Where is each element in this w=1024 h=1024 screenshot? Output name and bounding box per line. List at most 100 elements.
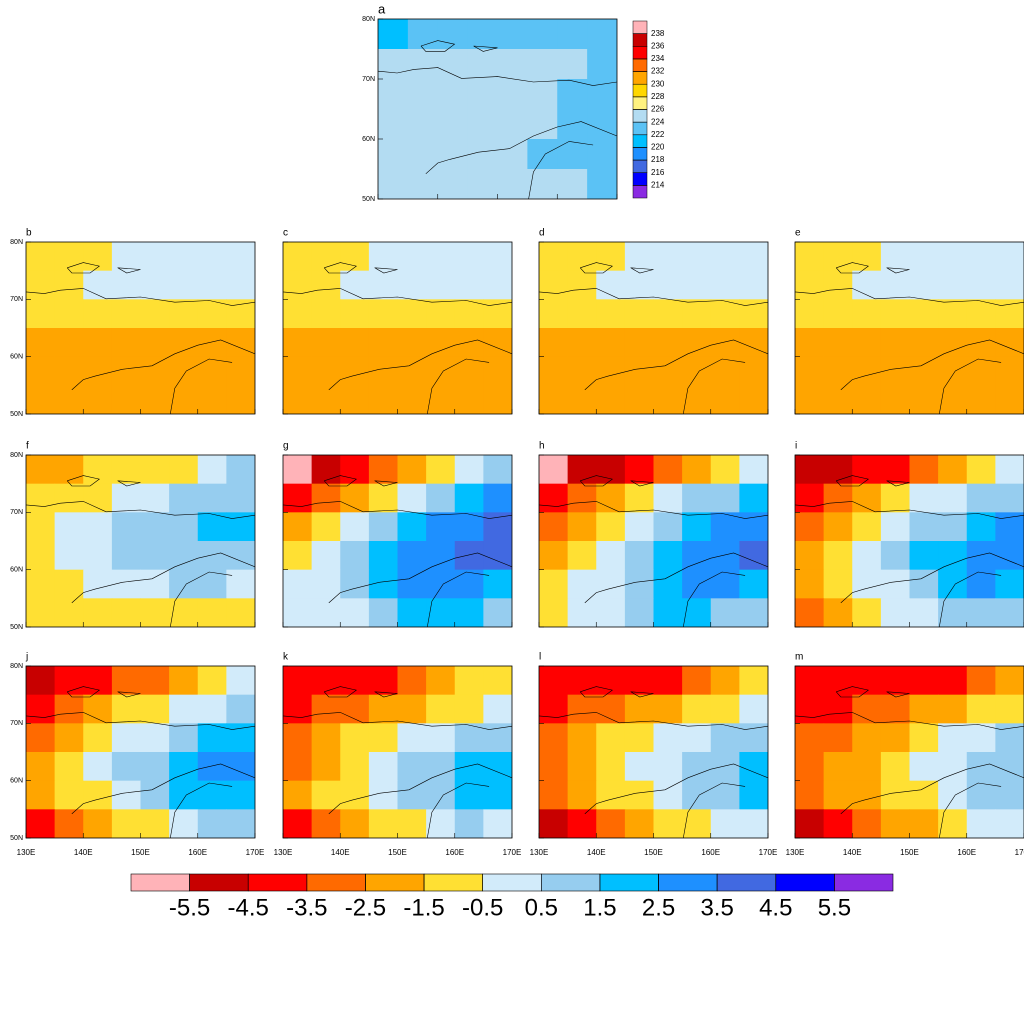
- grid-cell: [197, 455, 227, 485]
- grid-cell: [169, 385, 199, 414]
- colorbar-label: 232: [651, 67, 665, 76]
- grid-cell: [710, 694, 740, 724]
- grid-cell: [169, 299, 199, 329]
- grid-cell: [311, 242, 341, 272]
- colorbar-label: 220: [651, 143, 665, 152]
- grid-cell: [880, 752, 910, 782]
- grid-cell: [852, 780, 882, 810]
- grid-cell: [880, 455, 910, 485]
- grid-cell: [111, 752, 141, 782]
- grid-cell: [197, 694, 227, 724]
- grid-cell: [527, 139, 558, 170]
- grid-cell: [311, 666, 341, 696]
- coastline: [794, 475, 1024, 628]
- grid-cell: [995, 299, 1024, 329]
- grid-cell: [140, 270, 170, 300]
- grid-cell: [283, 512, 313, 542]
- grid-cell: [653, 483, 683, 513]
- grid-cell: [823, 270, 853, 300]
- grid-cell: [966, 780, 996, 810]
- grid-cell: [340, 385, 370, 414]
- grid-cell: [539, 299, 569, 329]
- grid-cell: [596, 598, 626, 627]
- grid-cell: [454, 780, 484, 810]
- grid-cell: [226, 809, 255, 838]
- grid-cell: [426, 512, 456, 542]
- grid-cell: [653, 752, 683, 782]
- grid-cell: [653, 694, 683, 724]
- grid-cell: [426, 385, 456, 414]
- grid-cell: [909, 328, 939, 358]
- grid-cell: [909, 809, 939, 838]
- grid-cell: [966, 270, 996, 300]
- grid-cell: [852, 752, 882, 782]
- grid-cell: [795, 328, 825, 358]
- grid-cell: [140, 385, 170, 414]
- grid-cell: [26, 483, 56, 513]
- grid-cell: [938, 723, 968, 753]
- grid-cell: [567, 809, 597, 838]
- grid-cell: [226, 666, 255, 696]
- grid-cell: [880, 328, 910, 358]
- grid-cell: [83, 694, 113, 724]
- grid-cell: [454, 809, 484, 838]
- grid-cell: [26, 328, 56, 358]
- grid-cell: [26, 242, 56, 272]
- grid-cell: [995, 328, 1024, 358]
- grid-cell: [368, 455, 398, 485]
- grid-cell: [653, 598, 683, 627]
- grid-cell: [938, 242, 968, 272]
- grid-cell: [596, 569, 626, 599]
- grid-cell: [54, 598, 84, 627]
- grid-cell: [795, 598, 825, 627]
- grid-cell: [54, 512, 84, 542]
- grid-cell: [739, 809, 768, 838]
- grid-cell: [795, 455, 825, 485]
- grid-cell: [653, 666, 683, 696]
- grid-cell: [378, 109, 409, 140]
- grid-cell: [624, 483, 654, 513]
- grid-cell: [111, 809, 141, 838]
- grid-cell: [653, 270, 683, 300]
- grid-cell: [710, 752, 740, 782]
- grid-cell: [83, 328, 113, 358]
- grid-cell: [397, 809, 427, 838]
- grid-cell: [624, 694, 654, 724]
- grid-cell: [83, 809, 113, 838]
- grid-cell: [995, 356, 1024, 386]
- panel: [795, 666, 1024, 838]
- grid-cell: [497, 169, 528, 199]
- panel: [26, 666, 255, 838]
- x-tick-label: 160E: [957, 848, 976, 857]
- grid-cell: [795, 385, 825, 414]
- grid-cell: [83, 270, 113, 300]
- grid-cell: [426, 780, 456, 810]
- grid-cell: [710, 385, 740, 414]
- grid-cell: [169, 809, 199, 838]
- grid-cell: [966, 385, 996, 414]
- x-tick-label: 140E: [843, 848, 862, 857]
- grid-cell: [567, 512, 597, 542]
- grid-cell: [140, 666, 170, 696]
- grid-cell: [596, 512, 626, 542]
- grid-cell: [426, 541, 456, 571]
- grid-cell: [710, 780, 740, 810]
- grid-cell: [54, 723, 84, 753]
- colorbar-box: [189, 873, 249, 892]
- grid-cell: [909, 752, 939, 782]
- grid-cell: [567, 242, 597, 272]
- grid-cell: [26, 694, 56, 724]
- colorbar-label: 216: [651, 168, 665, 177]
- grid-cell: [311, 569, 341, 599]
- grid-cell: [283, 356, 313, 386]
- grid-cell: [226, 455, 255, 485]
- grid-cell: [283, 598, 313, 627]
- grid-cell: [283, 455, 313, 485]
- grid-cell: [539, 356, 569, 386]
- grid-cell: [368, 299, 398, 329]
- grid-cell: [483, 569, 512, 599]
- grid-cell: [995, 385, 1024, 414]
- grid-cell: [283, 385, 313, 414]
- colorbar-box: [716, 873, 777, 892]
- y-tick-label: 80N: [10, 452, 23, 459]
